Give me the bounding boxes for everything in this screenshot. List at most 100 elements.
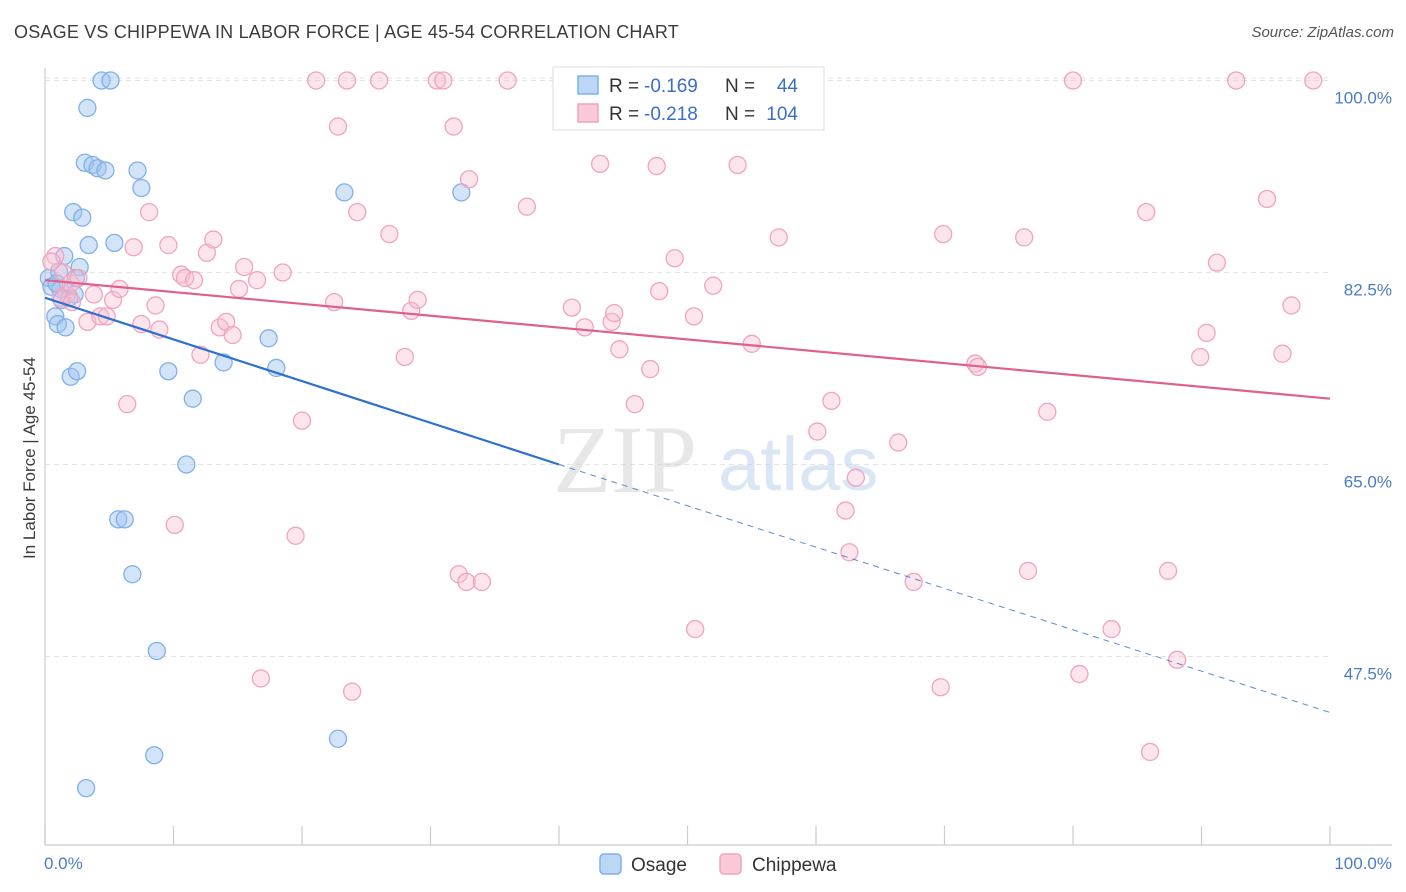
chippewa-point-37	[328, 117, 348, 136]
chippewa-point-46	[427, 71, 447, 90]
legend-osage-n-value: 44	[777, 76, 799, 97]
osage-trend-line	[44, 296, 560, 466]
chippewa-point-6	[84, 285, 103, 304]
chippewa-point-98	[1273, 344, 1292, 363]
y-axis-label: In Labor Force | Age 45-54	[20, 357, 39, 559]
chippewa-point-14	[139, 203, 159, 222]
chippewa-point-88	[1102, 619, 1121, 639]
chippewa-point-77	[889, 433, 908, 452]
chippewa-point-31	[251, 669, 271, 688]
x-tick-labels: 0.0% 100.0%	[44, 854, 1392, 873]
chippewa-point-101	[42, 252, 61, 271]
legend-osage-marker	[599, 853, 622, 875]
legend-chippewa-n-label: N =	[725, 104, 755, 125]
axes	[44, 68, 1392, 846]
chippewa-point-96	[1227, 71, 1246, 90]
osage-point-25	[115, 510, 134, 529]
chippewa-point-62	[641, 359, 660, 379]
chippewa-point-30	[247, 271, 267, 290]
osage-point-27	[128, 161, 147, 180]
x-tick-label-0: 0.0%	[44, 854, 83, 873]
chippewa-point-78	[904, 572, 923, 592]
chippewa-point-24	[204, 230, 223, 249]
legend-osage-swatch	[577, 75, 599, 95]
watermark-atlas: atlas	[718, 422, 879, 507]
chippewa-point-17	[159, 235, 178, 255]
chippewa-point-28	[229, 279, 249, 299]
source-credit: Source: ZipAtlas.com	[1251, 24, 1394, 41]
chippewa-point-10	[110, 279, 129, 299]
chippewa-point-38	[337, 71, 357, 90]
chart-title: OSAGE VS CHIPPEWA IN LABOR FORCE | AGE 4…	[14, 22, 679, 42]
series-legend: Osage Chippewa	[599, 853, 837, 876]
chippewa-point-95	[1207, 253, 1227, 272]
chippewa-point-91	[1158, 561, 1178, 581]
chippewa-trend-line	[44, 279, 1331, 400]
legend-chippewa-n-value: 104	[766, 104, 798, 125]
chippewa-point-85	[1038, 402, 1057, 421]
osage-point-30	[145, 746, 164, 765]
chippewa-point-72	[808, 422, 827, 441]
x-tick-label-1: 100.0%	[1334, 854, 1392, 873]
chippewa-point-103	[62, 292, 82, 312]
legend-osage-r-label: R =	[609, 76, 639, 97]
chippewa-point-68	[704, 276, 723, 295]
chippewa-point-47	[434, 71, 453, 90]
chippewa-point-69	[728, 155, 747, 175]
osage-point-16	[78, 98, 97, 118]
chippewa-point-67	[686, 619, 705, 639]
chippewa-point-55	[562, 298, 581, 317]
chippewa-point-15	[146, 296, 165, 315]
osage-point-28	[132, 178, 151, 198]
watermark-zip: ZIP	[553, 406, 697, 513]
osage-point-14	[73, 208, 92, 227]
chippewa-point-57	[590, 154, 610, 174]
chippewa-point-100	[1304, 71, 1323, 90]
chippewa-point-90	[1140, 742, 1160, 762]
legend-chippewa-marker	[719, 853, 742, 875]
legend-chippewa-name: Chippewa	[752, 855, 837, 876]
chippewa-point-11	[118, 395, 137, 414]
stats-legend: R = -0.169 N = 44 R = -0.218 N = 104	[552, 66, 825, 131]
chippewa-point-59	[605, 303, 624, 323]
y-tick-label-3: 100.0%	[1334, 89, 1392, 108]
osage-point-40	[76, 779, 96, 798]
chippewa-point-97	[1257, 189, 1277, 209]
chippewa-point-40	[348, 203, 367, 222]
grid-lines	[45, 77, 1330, 657]
chippewa-point-39	[342, 682, 362, 701]
legend-chippewa-swatch	[577, 103, 599, 123]
chippewa-point-73	[822, 391, 841, 411]
chippewa-point-65	[665, 249, 684, 268]
chippewa-point-87	[1070, 664, 1089, 684]
osage-point-7	[56, 318, 75, 337]
osage-point-17	[79, 235, 98, 255]
chippewa-point-29	[235, 257, 254, 277]
legend-osage-r-value: -0.169	[644, 76, 698, 97]
osage-points	[39, 71, 471, 798]
chippewa-point-83	[1015, 228, 1034, 247]
chippewa-point-48	[444, 117, 463, 136]
chippewa-point-51	[459, 170, 479, 189]
osage-point-31	[159, 362, 178, 381]
chippewa-point-52	[472, 572, 492, 592]
chippewa-point-18	[165, 515, 184, 534]
legend-osage-n-label: N =	[725, 76, 755, 97]
osage-point-32	[177, 455, 196, 474]
chippewa-point-84	[1018, 561, 1038, 581]
legend-chippewa-r-label: R =	[609, 104, 639, 125]
chippewa-point-86	[1063, 71, 1083, 90]
osage-point-23	[105, 233, 124, 253]
chippewa-point-54	[517, 197, 537, 216]
chippewa-point-27	[223, 325, 242, 345]
chippewa-point-12	[124, 238, 143, 257]
chippewa-point-34	[292, 411, 312, 430]
chippewa-point-9	[103, 290, 123, 310]
chippewa-point-21	[184, 271, 204, 290]
chippewa-point-53	[498, 71, 517, 90]
osage-point-33	[183, 389, 202, 408]
chippewa-point-8	[97, 307, 116, 326]
chippewa-point-76	[846, 468, 865, 487]
chippewa-point-80	[934, 224, 953, 244]
y-tick-label-1: 65.0%	[1344, 473, 1392, 492]
